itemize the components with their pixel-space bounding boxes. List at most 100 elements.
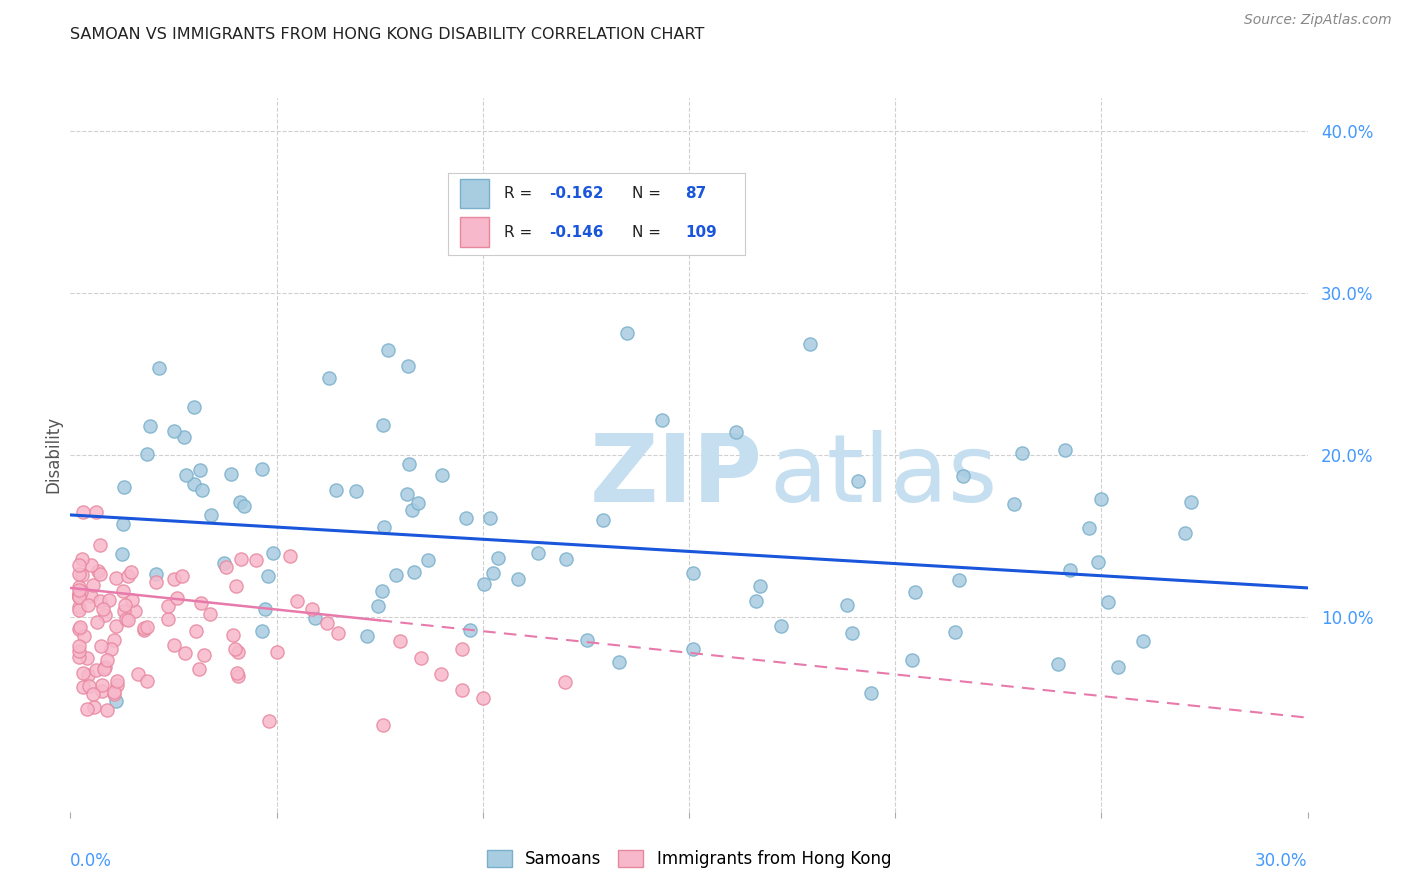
Point (1087, 555, 1109, 569)
Point (91, 678, 114, 692)
Point (373, 417, 395, 432)
Point (163, 573, 186, 587)
Point (67, 599, 90, 614)
Point (67, 650, 90, 665)
Point (846, 474, 869, 488)
Bar (460, 178, 489, 209)
Point (257, 714, 280, 728)
Point (389, 634, 412, 648)
Point (1002, 496, 1025, 510)
Point (224, 641, 246, 656)
Point (67, 582, 90, 597)
Point (651, 413, 673, 427)
Point (280, 549, 302, 564)
Text: atlas: atlas (769, 430, 998, 523)
Point (89, 566, 111, 581)
Point (486, 550, 509, 565)
Text: -0.146: -0.146 (548, 225, 603, 240)
Point (97, 592, 120, 607)
Point (471, 691, 494, 706)
Point (592, 513, 614, 527)
Point (183, 476, 205, 491)
Text: SAMOAN VS IMMIGRANTS FROM HONG KONG DISABILITY CORRELATION CHART: SAMOAN VS IMMIGRANTS FROM HONG KONG DISA… (70, 27, 704, 42)
Point (72, 680, 94, 694)
Point (89, 594, 111, 608)
Point (226, 669, 249, 683)
Point (222, 627, 245, 641)
Point (77, 679, 100, 693)
Point (117, 614, 139, 628)
Point (121, 592, 143, 607)
Y-axis label: Disability: Disability (44, 417, 62, 493)
Text: 87: 87 (685, 186, 706, 201)
Point (191, 483, 214, 497)
Point (554, 675, 576, 690)
Point (214, 560, 236, 574)
Point (749, 579, 772, 593)
Point (114, 598, 136, 612)
Text: -0.162: -0.162 (548, 186, 603, 201)
Point (72, 552, 94, 566)
Point (682, 642, 704, 657)
Point (860, 686, 883, 700)
Point (396, 486, 419, 500)
Point (186, 624, 208, 638)
Point (104, 694, 127, 708)
Point (384, 568, 406, 582)
Point (166, 591, 188, 605)
Point (1047, 657, 1070, 672)
Point (67, 603, 90, 617)
Point (148, 360, 170, 375)
Point (80, 558, 103, 572)
Point (841, 625, 863, 640)
Point (1132, 634, 1154, 648)
Point (72, 665, 94, 680)
Point (132, 623, 155, 637)
Point (233, 499, 256, 513)
Point (229, 551, 252, 566)
Point (1059, 563, 1081, 577)
Point (1180, 494, 1202, 508)
Point (86, 615, 108, 629)
Point (105, 673, 128, 688)
Point (69, 619, 91, 633)
Point (266, 645, 288, 659)
Point (472, 577, 495, 591)
Point (163, 424, 186, 438)
Point (105, 571, 128, 585)
Point (103, 633, 125, 648)
Point (156, 599, 179, 613)
Point (67, 590, 90, 604)
Text: R =: R = (505, 225, 537, 240)
Legend: Samoans, Immigrants from Hong Kong: Samoans, Immigrants from Hong Kong (481, 843, 897, 875)
Point (904, 585, 927, 599)
Point (111, 584, 134, 599)
Point (77, 598, 100, 612)
Point (508, 573, 530, 587)
Point (682, 566, 704, 581)
Point (456, 511, 478, 525)
Point (1097, 595, 1119, 609)
Point (96, 653, 118, 667)
Point (406, 495, 429, 509)
Point (127, 667, 149, 681)
Point (245, 553, 267, 567)
Point (430, 467, 453, 482)
Point (73, 629, 96, 643)
Point (91, 601, 114, 615)
Point (1077, 521, 1099, 535)
Point (193, 648, 215, 662)
Point (901, 653, 924, 667)
Point (482, 566, 505, 580)
Point (93, 662, 115, 676)
Point (198, 607, 221, 621)
Point (100, 642, 122, 657)
Point (1174, 525, 1197, 540)
Point (377, 343, 399, 357)
Point (67, 644, 90, 658)
Point (344, 484, 367, 499)
Point (367, 599, 389, 614)
Point (304, 611, 326, 625)
Point (145, 567, 167, 582)
Point (301, 601, 323, 615)
